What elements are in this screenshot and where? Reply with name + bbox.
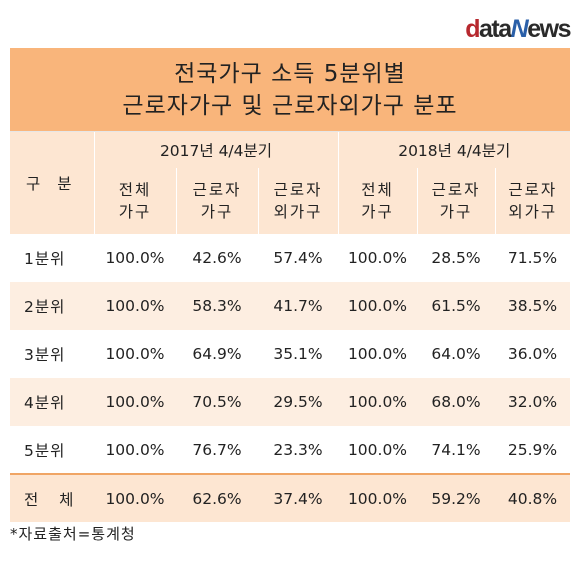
header-period-row: 구 분 2017년 4/4분기 2018년 4/4분기: [10, 132, 571, 193]
subheader-worker-2018: 근로자 가구: [416, 168, 495, 234]
subheader-total-2017: 전체 가구: [93, 168, 176, 234]
table-row: 1분위 100.0% 42.6% 57.4% 100.0% 28.5% 71.5%: [10, 234, 571, 282]
table-row: 3분위 100.0% 64.9% 35.1% 100.0% 64.0% 36.0%: [10, 330, 571, 378]
period-2018-header: 2018년 4/4분기: [337, 132, 571, 168]
table-title: 전국가구 소득 5분위별 근로자가구 및 근로자외가구 분포: [10, 48, 570, 132]
total-row: 전 체 100.0% 62.6% 37.4% 100.0% 59.2% 40.8%: [10, 473, 571, 522]
source-note: *자료출처=통계청: [10, 525, 136, 543]
title-line-1: 전국가구 소득 5분위별: [174, 60, 406, 87]
datanews-logo: dataNews: [465, 15, 571, 43]
subheader-nonworker-2018: 근로자 외가구: [494, 168, 571, 234]
table-row: 4분위 100.0% 70.5% 29.5% 100.0% 68.0% 32.0%: [10, 378, 571, 426]
distribution-table: 구 분 2017년 4/4분기 2018년 4/4분기 전체 가구 근로자 가구 근…: [10, 132, 571, 522]
header-sub-row: 전체 가구 근로자 가구 근로자 외가구 전체 가구 근로자 가구 근로자 외가구: [10, 168, 571, 234]
subheader-total-2018: 전체 가구: [337, 168, 417, 234]
period-2017-header: 2017년 4/4분기: [93, 132, 338, 168]
table-row: 2분위 100.0% 58.3% 41.7% 100.0% 61.5% 38.5%: [10, 282, 571, 330]
table-row: 5분위 100.0% 76.7% 23.3% 100.0% 74.1% 25.9%: [10, 426, 571, 474]
category-header: 구 분: [26, 175, 78, 193]
title-line-2: 근로자가구 및 근로자외가구 분포: [122, 92, 458, 119]
subheader-worker-2017: 근로자 가구: [175, 168, 258, 234]
subheader-nonworker-2017: 근로자 외가구: [257, 168, 338, 234]
